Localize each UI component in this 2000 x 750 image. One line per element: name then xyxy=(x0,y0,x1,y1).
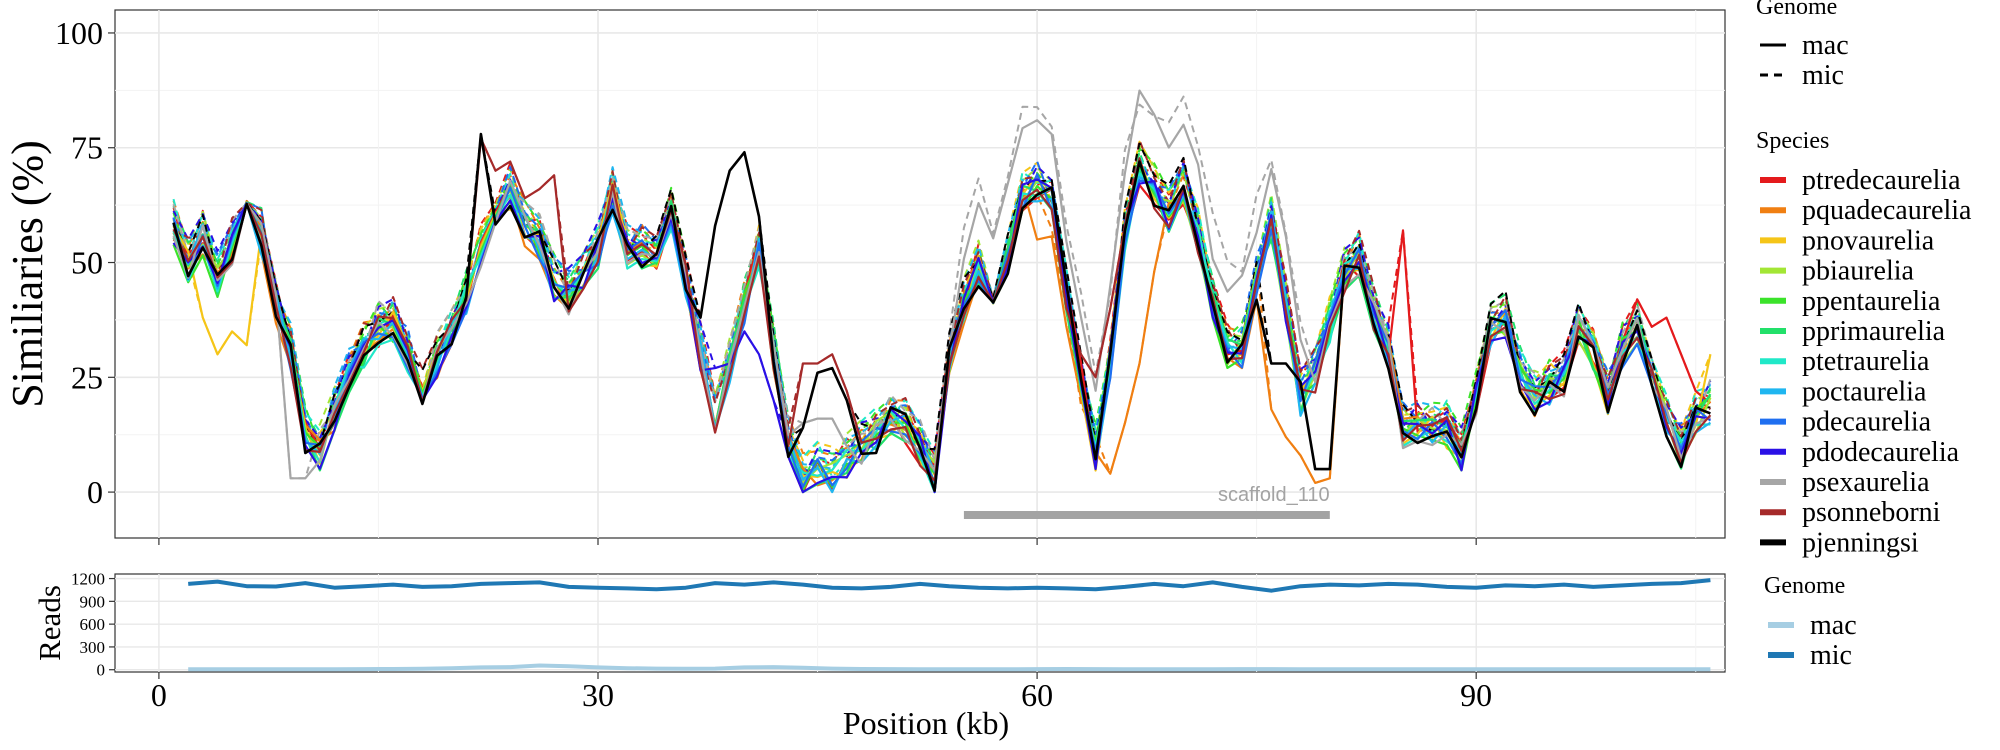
species-legend-label: ptredecaurelia xyxy=(1802,165,1961,196)
reads-legend-title: Genome xyxy=(1764,573,1845,599)
species-legend-label: psonneborni xyxy=(1802,497,1941,528)
reads-x-tick-label: 0 xyxy=(151,677,167,713)
scaffold-label: scaffold_110 xyxy=(1218,484,1330,506)
reads-plot-area xyxy=(114,573,1726,673)
reads-y-tick-label: 600 xyxy=(80,615,106,634)
similarity-y-ticks: 0 25 50 75 100 xyxy=(55,15,115,510)
series-line-psexaurelia-mic xyxy=(172,95,1712,480)
reads-y-tick-label: 1200 xyxy=(71,570,105,589)
species-legend-label: psexaurelia xyxy=(1802,467,1930,498)
reads-x-tick-label: 60 xyxy=(1021,677,1053,713)
reads-panel: 0 300 600 900 1200 0 30 60 90 Reads Position (k… xyxy=(32,570,1726,741)
similarity-x-ticks xyxy=(158,538,1477,545)
reads-x-axis-label: Position (kb) xyxy=(843,705,1009,741)
reads-y-tick-label: 300 xyxy=(80,638,106,657)
reads-x-tick-label: 90 xyxy=(1460,677,1492,713)
reads-y-tick-label: 900 xyxy=(80,592,106,611)
series-line-psonneborni-mic xyxy=(173,137,1711,472)
reads-line-mac xyxy=(188,663,1711,672)
reads-y-tick-label: 0 xyxy=(97,661,106,680)
series-line-pdodecaurelia-mic xyxy=(172,161,1712,480)
similarity-y-tick-label: 75 xyxy=(71,130,103,166)
similarity-y-axis-label: Similiaries (%) xyxy=(3,140,52,408)
species-legend-label: pjenningsi xyxy=(1802,527,1919,558)
similarity-series-lines xyxy=(172,89,1712,494)
genome-legend-label: mac xyxy=(1802,30,1849,61)
similarity-y-tick-label: 0 xyxy=(87,474,103,510)
species-legend-label: pquadecaurelia xyxy=(1802,195,1972,226)
species-legend-label: pdecaurelia xyxy=(1802,407,1932,438)
reads-series-lines xyxy=(188,578,1711,672)
similarity-y-tick-label: 50 xyxy=(71,245,103,281)
scaffold-annotation: scaffold_110 xyxy=(963,484,1330,520)
similarity-gridlines xyxy=(115,10,1725,538)
reads-x-ticks: 0 30 60 90 xyxy=(151,672,1492,713)
reads-legend-label: mic xyxy=(1810,640,1852,671)
similarity-y-tick-label: 100 xyxy=(55,15,103,51)
reads-line-mic xyxy=(188,578,1711,593)
similarity-y-tick-label: 25 xyxy=(71,359,103,395)
species-legend-label: pnovaurelia xyxy=(1802,225,1935,256)
genome-legend-label: mic xyxy=(1802,60,1844,91)
species-legend-label: pdodecaurelia xyxy=(1802,437,1960,468)
reads-x-tick-label: 30 xyxy=(582,677,614,713)
similarity-panel: 0 25 50 75 100 scaffold_110 Similiaries (%) xyxy=(3,9,1726,545)
reads-legend-label: mac xyxy=(1810,610,1857,641)
species-legend-title: Species xyxy=(1756,128,1829,154)
species-legend-label: ppentaurelia xyxy=(1802,286,1941,317)
species-legend-label: poctaurelia xyxy=(1802,376,1927,407)
species-legend-label: pprimaurelia xyxy=(1802,316,1946,347)
genome-legend-title: Genome xyxy=(1756,0,1837,20)
species-legend-label: ptetraurelia xyxy=(1802,346,1930,377)
series-line-pjenningsi-mac xyxy=(172,132,1711,492)
reads-y-axis-label: Reads xyxy=(32,585,67,661)
species-legend-label: pbiaurelia xyxy=(1802,256,1915,287)
reads-y-ticks: 0 300 600 900 1200 xyxy=(71,570,115,680)
series-line-pjenningsi-mic xyxy=(172,133,1711,471)
